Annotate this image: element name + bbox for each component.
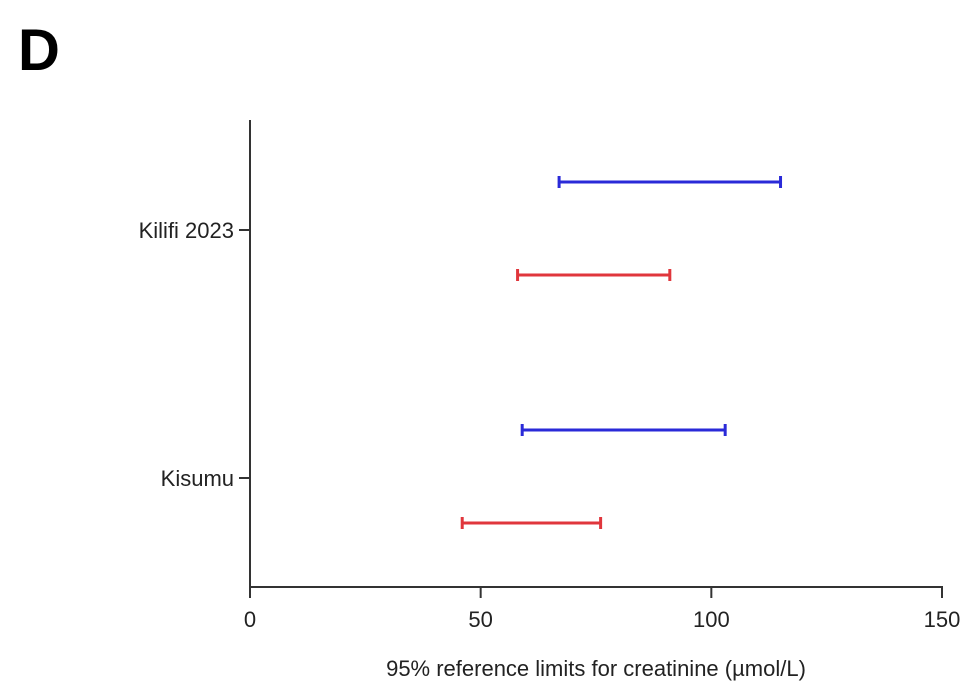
x-tick-label: 150: [924, 607, 961, 632]
y-tick-label: Kisumu: [161, 466, 234, 491]
y-tick-label: Kilifi 2023: [139, 218, 234, 243]
x-tick-label: 50: [468, 607, 492, 632]
x-tick-label: 100: [693, 607, 730, 632]
x-tick-label: 0: [244, 607, 256, 632]
panel-label: D: [18, 18, 60, 83]
x-axis-title: 95% reference limits for creatinine (µmo…: [386, 656, 806, 681]
